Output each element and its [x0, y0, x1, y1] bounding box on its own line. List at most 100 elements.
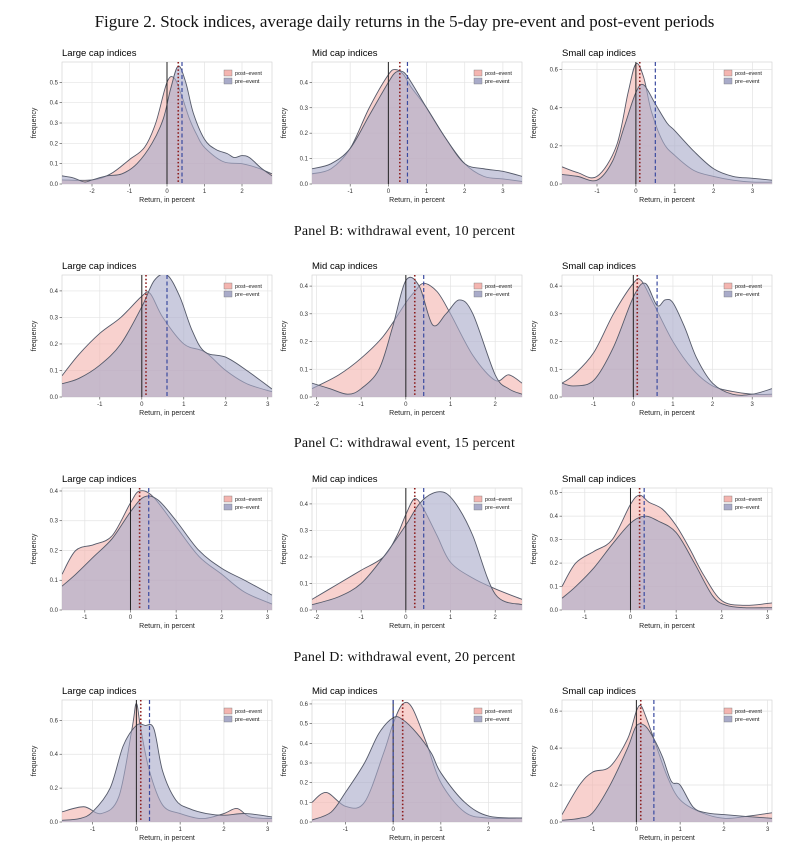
- y-tick-label: 0.4: [550, 284, 559, 290]
- pre-event-density-line: [312, 491, 522, 606]
- legend-post-swatch: [723, 69, 733, 77]
- x-tick-label: 0: [635, 827, 639, 833]
- legend-pre-swatch: [223, 503, 233, 511]
- y-tick-label: 0.4: [550, 746, 559, 752]
- x-tick-label: 0: [391, 827, 395, 833]
- chart-panel-9: Small cap indices -1 0 1 2 3 0.0 0.1 0.2 0.3 0.4 0.…: [531, 474, 773, 630]
- x-tick-label: -1: [358, 615, 364, 621]
- pre-event-density-area: [312, 70, 522, 184]
- y-tick-label: 0.6: [300, 702, 309, 708]
- x-tick-label: 0: [135, 827, 139, 833]
- x-tick-label: 2: [487, 827, 491, 833]
- legend-post-swatch: [723, 282, 733, 290]
- x-tick-label: 3: [751, 402, 755, 408]
- y-axis-label: frequency: [31, 745, 38, 776]
- x-tick-label: 2: [494, 615, 498, 621]
- x-tick-label: 0: [140, 402, 144, 408]
- x-tick-label: 0: [404, 402, 408, 408]
- chart-title: Large cap indices: [62, 261, 137, 272]
- x-tick-label: 1: [449, 402, 453, 408]
- legend-post-swatch: [473, 282, 483, 290]
- y-tick-label: 0.2: [300, 781, 309, 787]
- legend-post-label: post–event: [485, 284, 512, 290]
- legend-post-swatch: [723, 495, 733, 503]
- y-tick-label: 0.6: [50, 718, 59, 724]
- y-tick-label: 0.2: [550, 144, 559, 150]
- pre-event-density-area: [562, 84, 772, 184]
- y-axis-label: frequency: [281, 745, 288, 776]
- legend: post–event pre–event: [723, 707, 762, 723]
- y-tick-label: 0.0: [50, 182, 59, 188]
- y-axis-label: frequency: [281, 533, 288, 564]
- y-tick-label: 0.2: [50, 786, 59, 792]
- x-tick-label: 2: [720, 615, 724, 621]
- pre-event-density-area: [562, 283, 772, 397]
- legend-pre-label: pre–event: [485, 505, 510, 511]
- x-tick-label: 2: [222, 827, 226, 833]
- x-tick-label: 3: [266, 615, 270, 621]
- legend-post-swatch: [223, 495, 233, 503]
- x-tick-label: -1: [82, 615, 88, 621]
- x-tick-label: 1: [449, 615, 453, 621]
- density-layer: [562, 494, 772, 610]
- x-tick-label: -1: [343, 827, 349, 833]
- legend-post-label: post–event: [735, 284, 762, 290]
- y-tick-label: 0.2: [550, 340, 559, 346]
- x-tick-label: 1: [671, 402, 675, 408]
- density-layer: [562, 704, 772, 822]
- y-tick-label: 0.1: [300, 581, 309, 587]
- y-axis-label: frequency: [531, 745, 538, 776]
- y-axis-label: frequency: [31, 107, 38, 138]
- legend: post–event pre–event: [223, 707, 262, 723]
- density-layer: [312, 276, 522, 397]
- legend-post-swatch: [473, 707, 483, 715]
- x-tick-label: -1: [594, 189, 600, 195]
- x-tick-label: 2: [463, 189, 467, 195]
- legend-pre-label: pre–event: [235, 717, 260, 723]
- chart-title: Small cap indices: [562, 686, 636, 697]
- chart-title: Small cap indices: [562, 261, 636, 272]
- chart-title: Mid cap indices: [312, 48, 378, 59]
- legend-post-label: post–event: [485, 497, 512, 503]
- legend-post-label: post–event: [735, 709, 762, 715]
- pre-event-density-area: [312, 716, 522, 822]
- y-tick-label: 0.2: [300, 555, 309, 561]
- y-tick-label: 0.1: [50, 578, 59, 584]
- legend-pre-label: pre–event: [485, 79, 510, 85]
- y-tick-label: 0.4: [300, 80, 309, 86]
- y-tick-label: 0.0: [50, 608, 59, 614]
- y-tick-label: 0.6: [550, 68, 559, 74]
- y-tick-label: 0.5: [550, 491, 559, 497]
- y-tick-label: 0.2: [50, 141, 59, 147]
- y-tick-label: 0.3: [50, 121, 59, 127]
- x-axis-label: Return, in percent: [139, 410, 195, 417]
- y-tick-label: 0.4: [50, 489, 59, 495]
- legend-pre-swatch: [473, 77, 483, 85]
- legend-post-label: post–event: [235, 497, 262, 503]
- x-tick-label: -2: [314, 402, 320, 408]
- x-tick-label: 2: [494, 402, 498, 408]
- y-tick-label: 0.5: [50, 80, 59, 86]
- legend-post-swatch: [473, 495, 483, 503]
- legend-pre-label: pre–event: [235, 292, 260, 298]
- x-axis-label: Return, in percent: [389, 835, 445, 842]
- x-tick-label: -1: [127, 189, 133, 195]
- legend-pre-label: pre–event: [485, 292, 510, 298]
- x-tick-label: 0: [632, 402, 636, 408]
- y-tick-label: 0.0: [300, 608, 309, 614]
- post-event-density-area: [562, 63, 772, 184]
- x-axis-label: Return, in percent: [639, 835, 695, 842]
- x-tick-label: 0: [404, 615, 408, 621]
- y-tick-label: 0.2: [550, 783, 559, 789]
- y-tick-label: 0.4: [50, 101, 59, 107]
- legend-pre-label: pre–event: [735, 505, 760, 511]
- y-tick-label: 0.0: [300, 395, 309, 401]
- legend: post–event pre–event: [473, 282, 512, 298]
- x-tick-label: -1: [90, 827, 96, 833]
- legend-post-swatch: [223, 707, 233, 715]
- x-tick-label: 3: [766, 615, 770, 621]
- y-tick-label: 0.1: [50, 162, 59, 168]
- pre-event-density-line: [62, 723, 272, 821]
- legend-pre-swatch: [723, 715, 733, 723]
